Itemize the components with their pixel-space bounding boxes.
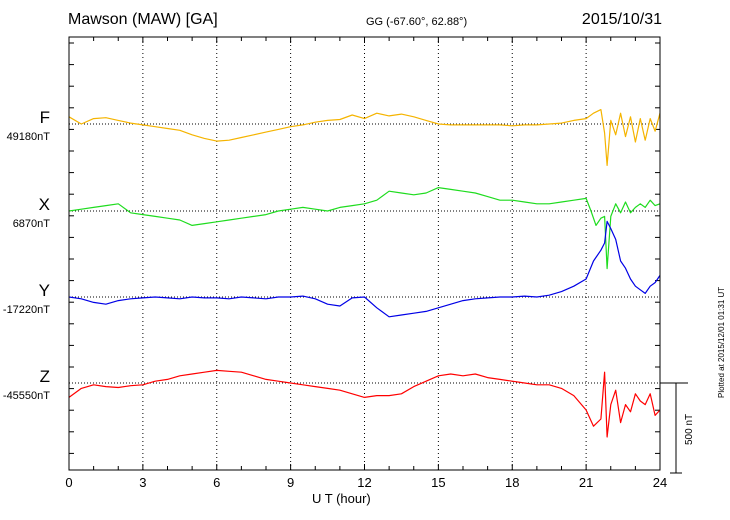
series-label-z: Z [39, 367, 50, 386]
baseline-label-z: -45550nT [2, 390, 50, 402]
geographic-coordinates: GG (-67.60°, 62.88°) [366, 16, 468, 28]
grid-layer [68, 37, 661, 470]
scale-bar [660, 382, 688, 474]
series-layer [68, 108, 661, 438]
x-tick-label-12: 12 [357, 475, 372, 490]
chart-date: 2015/10/31 [581, 11, 662, 28]
series-line-z [68, 369, 661, 438]
series-label-y: Y [38, 281, 50, 300]
baseline-label-f: 49180nT [6, 131, 50, 143]
x-tick-label-24: 24 [652, 475, 668, 490]
x-tick-label-21: 21 [578, 475, 594, 490]
x-tick-label-9: 9 [287, 475, 295, 490]
scale-bar-label: 500 nT [684, 413, 695, 445]
series-line-x [68, 187, 661, 270]
series-line-f [68, 108, 661, 166]
x-tick-label-3: 3 [139, 475, 147, 490]
x-tick-label-0: 0 [65, 475, 73, 490]
baseline-layer [69, 123, 660, 384]
x-axis-title: U T (hour) [312, 491, 371, 506]
plotted-timestamp: Plotted at 2015/12/01 01:31 UT [717, 286, 726, 398]
series-line-y [68, 220, 661, 318]
series-label-x: X [38, 195, 50, 214]
series-label-f: F [39, 108, 50, 127]
x-tick-label-6: 6 [213, 475, 221, 490]
baseline-label-y: -17220nT [2, 304, 50, 316]
chart-title: Mawson (MAW) [GA] [68, 11, 218, 28]
plot-frame [68, 36, 661, 471]
x-tick-label-18: 18 [505, 475, 520, 490]
x-tick-label-15: 15 [431, 475, 446, 490]
baseline-label-x: 6870nT [12, 218, 50, 230]
